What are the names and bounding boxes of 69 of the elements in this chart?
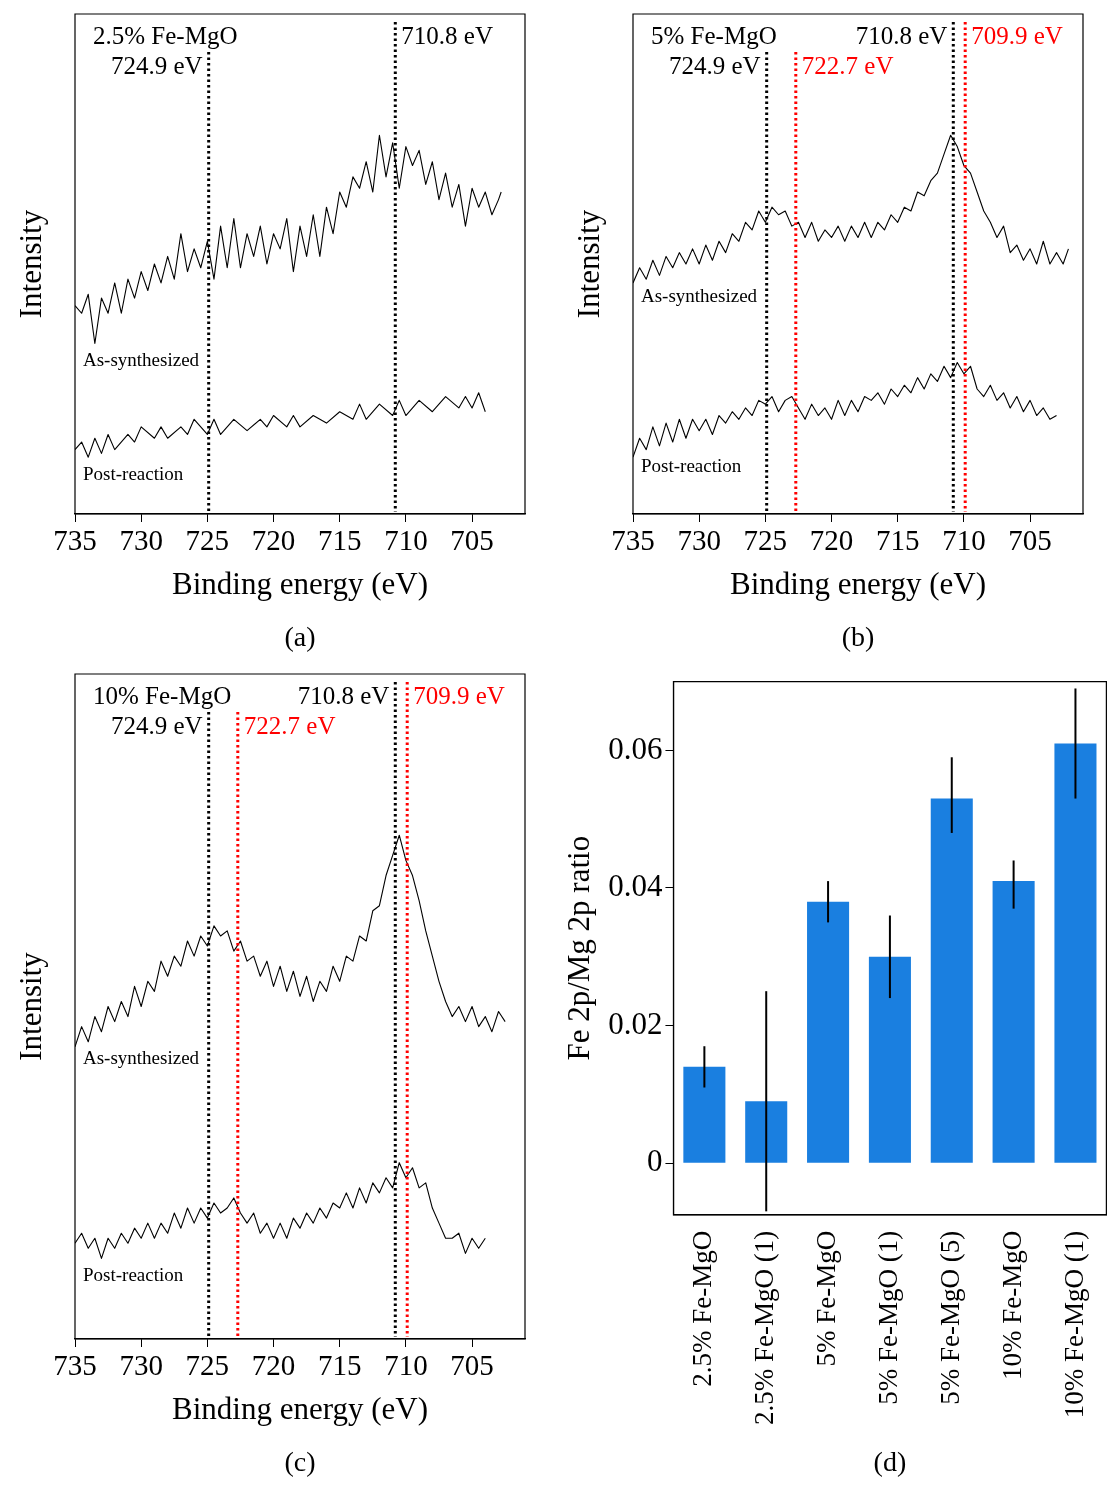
ref-line-label: 710.8 eV — [401, 22, 493, 49]
x-tick-label: 5% Fe-MgO (1) — [873, 1230, 904, 1405]
bar — [745, 1101, 788, 1163]
bar — [807, 901, 850, 1163]
bar — [1054, 743, 1097, 1163]
x-tick-label: 725 — [185, 1349, 230, 1382]
chart-title: 2.5% Fe-MgO — [93, 22, 238, 49]
y-axis-title: Intensity — [571, 209, 607, 319]
x-axis-title: Binding energy (eV) — [730, 565, 986, 601]
x-tick-label: 2.5% Fe-MgO (1) — [749, 1230, 780, 1426]
text: (a) — [284, 621, 316, 652]
x-tick-label: 715 — [317, 524, 362, 557]
series-label: As-synthesized — [641, 284, 758, 306]
x-tick-label: 730 — [119, 524, 163, 557]
series-label: Post-reaction — [83, 1263, 184, 1285]
y-tick-label: 0.06 — [608, 730, 663, 766]
x-tick-label: 10% Fe-MgO (1) — [1058, 1230, 1089, 1419]
x-tick-label: 705 — [450, 1349, 494, 1382]
x-tick-label: 5% Fe-MgO (5) — [934, 1230, 965, 1405]
y-axis-title: Fe 2p/Mg 2p ratio — [560, 835, 596, 1061]
bar — [683, 1066, 726, 1163]
x-tick-label: 715 — [317, 1349, 362, 1382]
x-tick-label: 710 — [384, 524, 428, 557]
x-tick-label: 715 — [875, 524, 920, 557]
x-tick-label: 730 — [119, 1349, 163, 1382]
x-tick-label: 2.5% Fe-MgO — [687, 1230, 718, 1387]
series-label: As-synthesized — [83, 1047, 200, 1069]
bar — [868, 956, 911, 1163]
x-tick-label: 710 — [384, 1349, 428, 1382]
ref-line-label: 722.7 eV — [801, 52, 894, 79]
x-axis-title: Binding energy (eV) — [172, 565, 428, 601]
ref-line-label: 710.8 eV — [297, 682, 390, 709]
x-axis-title: Binding energy (eV) — [172, 1390, 428, 1426]
x-tick-label: 720 — [251, 1349, 296, 1382]
series-label: Post-reaction — [83, 462, 184, 484]
x-tick-label: 10% Fe-MgO — [996, 1230, 1027, 1381]
chart-title: 10% Fe-MgO — [93, 682, 232, 709]
ref-line-label: 709.9 eV — [413, 682, 505, 709]
ref-line-label: 710.8 eV — [855, 22, 948, 49]
text: (c) — [284, 1446, 316, 1477]
x-tick-label: 725 — [743, 524, 788, 557]
y-tick-label: 0.04 — [608, 868, 663, 904]
x-tick-label: 735 — [53, 524, 97, 557]
ref-line-label: 722.7 eV — [243, 712, 336, 739]
x-tick-label: 735 — [611, 524, 655, 557]
chart-title: 5% Fe-MgO — [651, 22, 777, 49]
x-tick-label: 705 — [1008, 524, 1052, 557]
x-tick-label: 720 — [809, 524, 854, 557]
x-tick-label: 725 — [185, 524, 230, 557]
y-tick-label: 0 — [646, 1143, 663, 1179]
series-label: Post-reaction — [641, 455, 742, 477]
x-tick-label: 705 — [450, 524, 494, 557]
text: (b) — [841, 621, 875, 652]
bar — [930, 798, 973, 1163]
series-label: As-synthesized — [83, 349, 200, 371]
x-tick-label: 5% Fe-MgO — [811, 1230, 842, 1367]
x-tick-label: 710 — [942, 524, 986, 557]
ref-line-label: 724.9 eV — [669, 52, 761, 79]
bar — [992, 881, 1035, 1163]
ref-line-label: 709.9 eV — [971, 22, 1063, 49]
text: (d) — [873, 1446, 907, 1477]
y-axis-title: Intensity — [13, 209, 49, 319]
y-axis-title: Intensity — [13, 951, 49, 1061]
ref-line-label: 724.9 eV — [111, 712, 203, 739]
x-tick-label: 730 — [677, 524, 721, 557]
x-tick-label: 735 — [53, 1349, 97, 1382]
ref-line-label: 724.9 eV — [111, 52, 203, 79]
y-tick-label: 0.02 — [608, 1005, 663, 1041]
x-tick-label: 720 — [251, 524, 296, 557]
